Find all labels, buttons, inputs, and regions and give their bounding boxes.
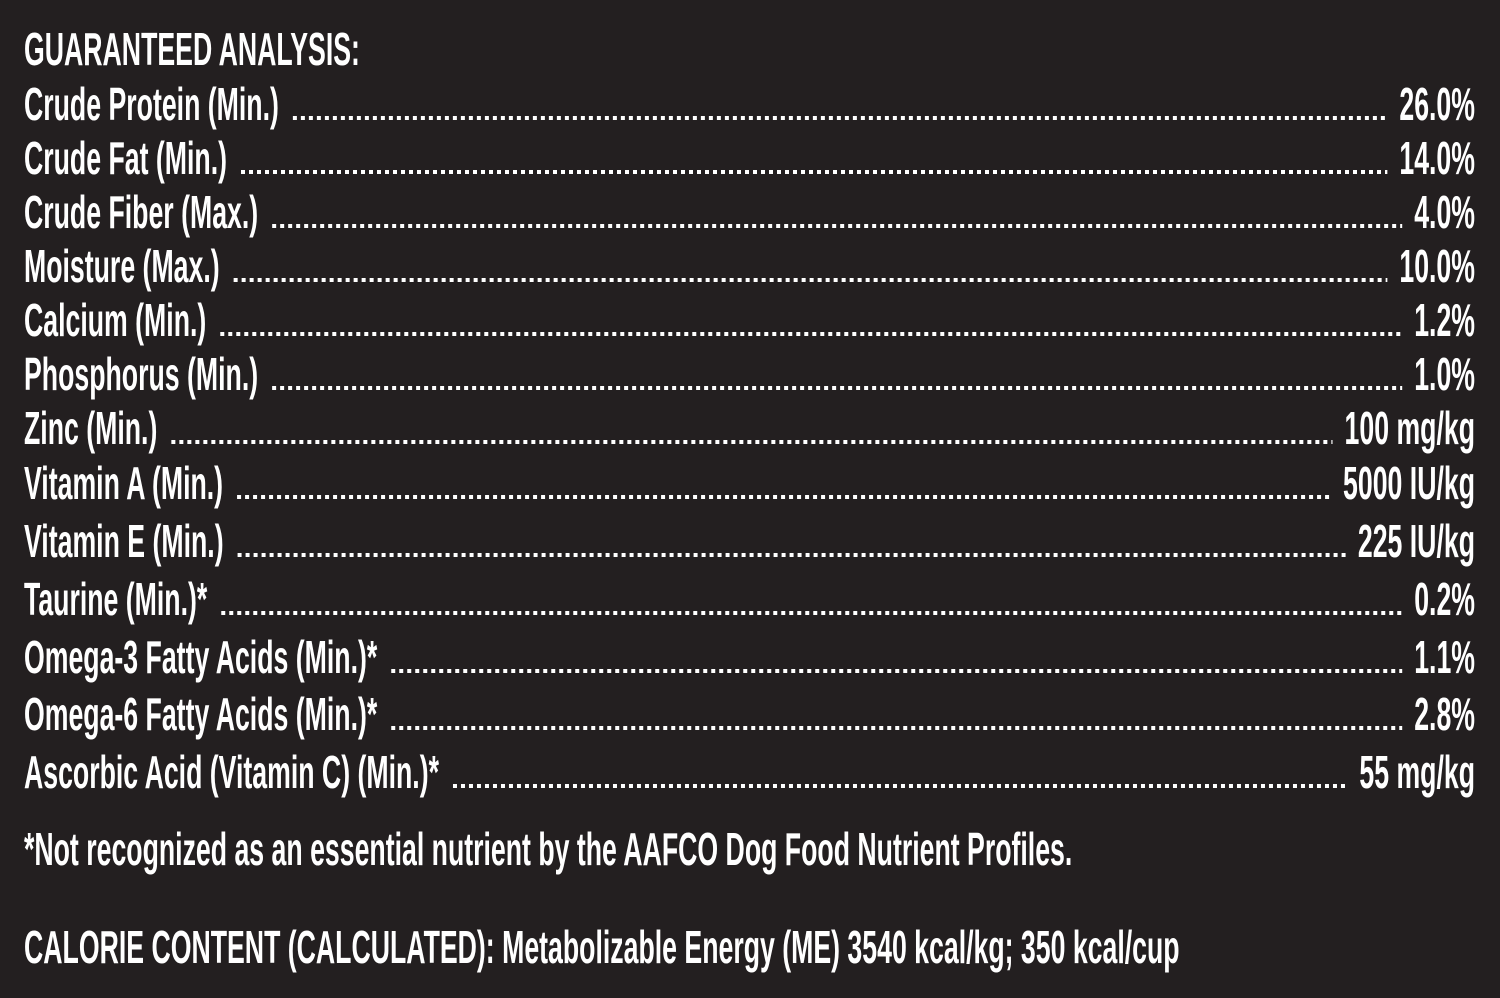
nutrient-value: 55 mg/kg xyxy=(1359,746,1475,797)
footnote: *Not recognized as an essential nutrient… xyxy=(24,823,1072,874)
nutrient-label: Vitamin E (Min.) xyxy=(24,515,224,566)
calorie-content: CALORIE CONTENT (CALCULATED): Metaboliza… xyxy=(24,921,1180,972)
nutrient-value: 1.0% xyxy=(1414,348,1475,399)
nutrient-label: Ascorbic Acid (Vitamin C) (Min.)* xyxy=(24,746,439,797)
nutrient-label: Zinc (Min.) xyxy=(24,402,157,453)
nutrient-value: 14.0% xyxy=(1399,132,1475,183)
nutrient-value: 1.1% xyxy=(1414,631,1475,682)
nutrient-label: Crude Fat (Min.) xyxy=(24,132,227,183)
nutrient-label: Vitamin A (Min.) xyxy=(24,457,223,508)
nutrient-value: 26.0% xyxy=(1399,78,1475,129)
section-title: GUARANTEED ANALYSIS: xyxy=(24,23,360,74)
nutrient-label: Omega-6 Fatty Acids (Min.)* xyxy=(24,688,377,739)
nutrient-value: 0.2% xyxy=(1414,573,1475,624)
nutrient-value: 4.0% xyxy=(1414,186,1475,237)
nutrient-label: Moisture (Max.) xyxy=(24,240,220,291)
nutrient-value: 1.2% xyxy=(1414,294,1475,345)
nutrient-label: Crude Fiber (Max.) xyxy=(24,186,258,237)
nutrient-label: Calcium (Min.) xyxy=(24,294,206,345)
nutrient-value: 10.0% xyxy=(1399,240,1475,291)
nutrient-label: Taurine (Min.)* xyxy=(24,573,208,624)
nutrient-value: 100 mg/kg xyxy=(1345,402,1475,453)
nutrient-value: 5000 IU/kg xyxy=(1343,457,1475,508)
nutrient-label: Omega-3 Fatty Acids (Min.)* xyxy=(24,631,377,682)
nutrient-label: Phosphorus (Min.) xyxy=(24,348,258,399)
nutrient-label: Crude Protein (Min.) xyxy=(24,78,279,129)
nutrient-value: 2.8% xyxy=(1414,688,1475,739)
nutrient-value: 225 IU/kg xyxy=(1358,515,1475,566)
